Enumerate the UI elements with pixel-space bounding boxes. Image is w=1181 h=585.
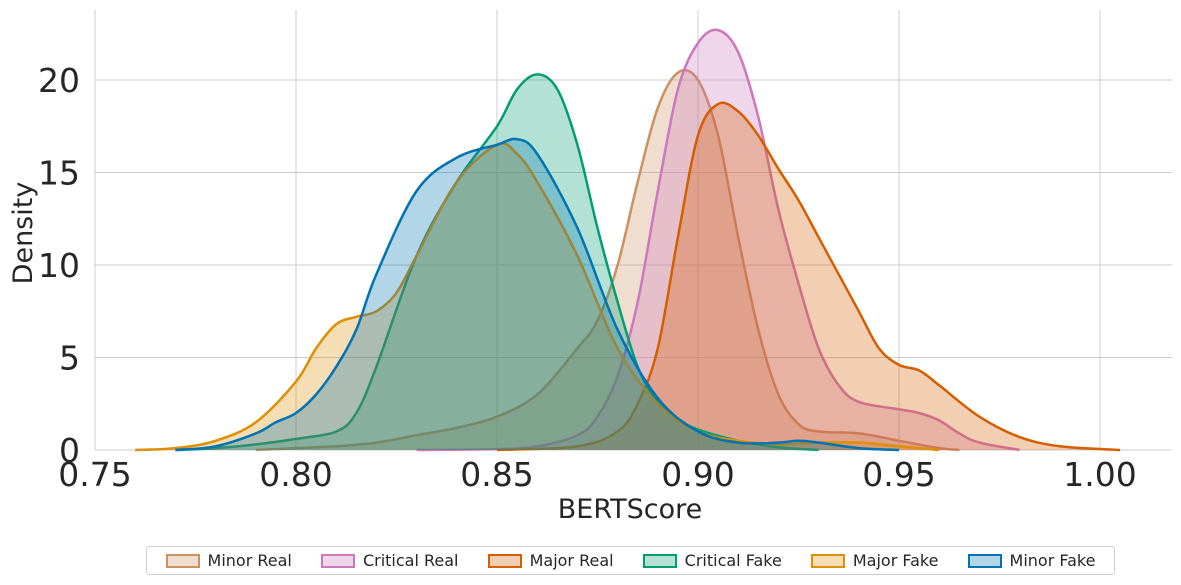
legend-label: Major Fake	[852, 551, 939, 570]
legend-label: Minor Real	[207, 551, 292, 570]
legend-label: Critical Real	[362, 551, 459, 570]
legend-item: Minor Fake	[967, 551, 1096, 570]
area-major-fake	[135, 143, 940, 450]
x-tick-label: 0.95	[862, 455, 935, 494]
line-critical-real	[416, 28, 1020, 452]
x-tick-label: 0.85	[460, 455, 533, 494]
legend-swatch	[320, 553, 355, 568]
legend-swatch	[810, 553, 845, 568]
x-tick-label: 0.90	[661, 455, 734, 494]
legend-item: Major Fake	[810, 551, 939, 570]
legend-label: Major Real	[529, 551, 614, 570]
legend-swatch	[487, 553, 522, 568]
legend-item: Major Real	[487, 551, 614, 570]
legend: Minor Real Critical Real Major Real Critica…	[146, 546, 1115, 575]
line-minor-real	[255, 68, 960, 452]
legend-label: Minor Fake	[1009, 551, 1096, 570]
y-tick-label: 15	[38, 154, 80, 193]
tick-labels: 0.75 0.80 0.85 0.90 0.95 1.00 0 5 10 15 20	[38, 61, 1137, 494]
y-tick-label: 5	[59, 339, 80, 378]
y-tick-label: 20	[38, 61, 80, 100]
legend-swatch	[967, 553, 1002, 568]
legend-item: Minor Real	[165, 551, 292, 570]
area-major-real	[497, 102, 1121, 450]
series-layer	[135, 28, 1121, 452]
line-major-real	[496, 101, 1121, 452]
area-minor-real	[255, 70, 960, 450]
x-axis-title: BERTScore	[558, 494, 703, 525]
area-minor-fake	[175, 138, 899, 450]
legend-swatch	[165, 553, 200, 568]
x-tick-label: 0.75	[58, 455, 131, 494]
legend-item: Critical Fake	[642, 551, 782, 570]
y-tick-label: 0	[59, 431, 80, 470]
legend-item: Critical Real	[320, 551, 459, 570]
area-critical-fake	[175, 74, 819, 451]
area-critical-real	[416, 29, 1020, 450]
line-minor-fake	[175, 137, 900, 452]
legend-swatch	[642, 553, 677, 568]
y-tick-label: 10	[38, 246, 80, 285]
x-tick-label: 1.00	[1063, 455, 1136, 494]
y-axis-title: Density	[8, 182, 39, 285]
x-tick-label: 0.80	[259, 455, 332, 494]
legend-label: Critical Fake	[684, 551, 782, 570]
